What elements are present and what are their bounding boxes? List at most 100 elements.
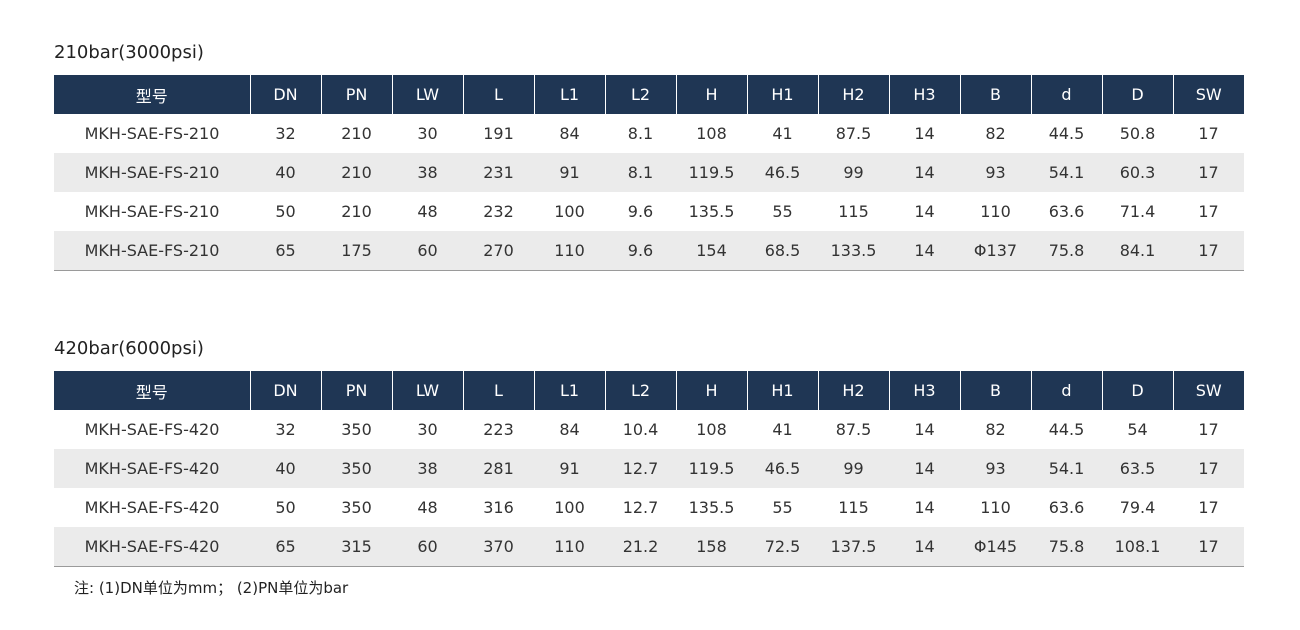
value-cell: 99 [818,449,889,488]
value-cell: 99 [818,153,889,192]
value-cell: 8.1 [605,153,676,192]
value-cell: 100 [554,498,585,517]
value-cell: 63.6 [1048,202,1085,221]
value-cell: 93 [960,153,1031,192]
value-cell: 223 [483,420,514,439]
value-cell: 32 [275,124,296,143]
column-header: LW [392,371,464,410]
value-cell: 350 [321,449,392,488]
value-cell: 17 [1198,124,1219,143]
value-cell: 82 [985,420,1006,439]
value-cell: 72.5 [747,527,818,567]
value-cell: 210 [341,124,372,143]
column-header: D [1102,371,1174,410]
value-cell: 60 [392,231,463,271]
value-cell: 350 [341,420,372,439]
column-header: H3 [889,371,961,410]
column-header: H [676,75,748,114]
section-title-210bar: 210bar(3000psi) [54,42,204,63]
value-cell: 79.4 [1119,498,1156,517]
model-cell: MKH-SAE-FS-420 [84,420,220,439]
value-cell: 17 [1198,202,1219,221]
value-cell: 44.5 [1048,124,1085,143]
value-cell: 68.5 [747,231,818,271]
table-body: MKH-SAE-FS-420 32 350 30 223 84 10.4 108 41 87.5 1… [54,410,1244,567]
model-cell: MKH-SAE-FS-210 [54,231,250,271]
value-cell: 175 [321,231,392,271]
value-cell: 316 [483,498,514,517]
value-cell: 60 [392,527,463,567]
value-cell: 119.5 [676,153,747,192]
value-cell: 91 [534,153,605,192]
value-cell: 119.5 [676,449,747,488]
value-cell: 135.5 [688,202,735,221]
value-cell: 38 [392,153,463,192]
value-cell: 110 [980,498,1011,517]
footnote: 注: (1)DN单位为mm； (2)PN单位为bar [74,579,349,597]
value-cell: 84 [559,420,580,439]
value-cell: 14 [914,498,935,517]
value-cell: 17 [1173,527,1244,567]
value-cell: 44.5 [1048,420,1085,439]
value-cell: 108 [696,124,727,143]
column-header: SW [1173,371,1244,410]
value-cell: 55 [772,202,793,221]
column-header: 型号 [54,75,251,114]
value-cell: 40 [250,449,321,488]
value-cell: 17 [1198,420,1219,439]
column-header: L [463,75,535,114]
value-cell: 65 [250,231,321,271]
value-cell: 32 [275,420,296,439]
value-cell: 154 [676,231,747,271]
value-cell: 350 [341,498,372,517]
value-cell: 75.8 [1031,231,1102,271]
column-header: H [676,371,748,410]
value-cell: 54 [1127,420,1148,439]
value-cell: 63.6 [1048,498,1085,517]
value-cell: 10.4 [622,420,659,439]
value-cell: 30 [417,420,438,439]
value-cell: 63.5 [1102,449,1173,488]
value-cell: 8.1 [627,124,654,143]
value-cell: 108.1 [1102,527,1173,567]
value-cell: 14 [889,153,960,192]
value-cell: 115 [838,202,869,221]
column-header: L1 [534,371,606,410]
value-cell: 281 [463,449,534,488]
value-cell: 100 [554,202,585,221]
value-cell: Φ137 [960,231,1031,271]
model-cell: MKH-SAE-FS-210 [54,153,250,192]
value-cell: 191 [483,124,514,143]
value-cell: 110 [534,231,605,271]
value-cell: 110 [980,202,1011,221]
value-cell: 87.5 [835,420,872,439]
value-cell: 46.5 [747,449,818,488]
value-cell: 232 [483,202,514,221]
value-cell: 48 [417,202,438,221]
column-header: PN [321,371,393,410]
model-cell: MKH-SAE-FS-420 [54,449,250,488]
column-header: H2 [818,75,890,114]
value-cell: 48 [417,498,438,517]
value-cell: 14 [889,527,960,567]
value-cell: 315 [321,527,392,567]
value-cell: 75.8 [1031,527,1102,567]
value-cell: 270 [463,231,534,271]
value-cell: 14 [914,202,935,221]
model-cell: MKH-SAE-FS-210 [84,202,220,221]
value-cell: 84 [559,124,580,143]
value-cell: 82 [985,124,1006,143]
value-cell: 133.5 [818,231,889,271]
value-cell: 93 [960,449,1031,488]
table-row: MKH-SAE-FS-420 32 350 30 223 84 10.4 108 41 87.5 1… [54,410,1244,449]
value-cell: 110 [534,527,605,567]
value-cell: 60.3 [1102,153,1173,192]
value-cell: 14 [914,124,935,143]
table-body: MKH-SAE-FS-210 32 210 30 191 84 8.1 108 41 87.5 14… [54,114,1244,271]
column-header: 型号 [54,371,251,410]
section-title-420bar: 420bar(6000psi) [54,338,204,359]
value-cell: 21.2 [605,527,676,567]
table-row: MKH-SAE-FS-420 65 315 60 370 110 21.2 158 72.5 13… [54,527,1244,567]
